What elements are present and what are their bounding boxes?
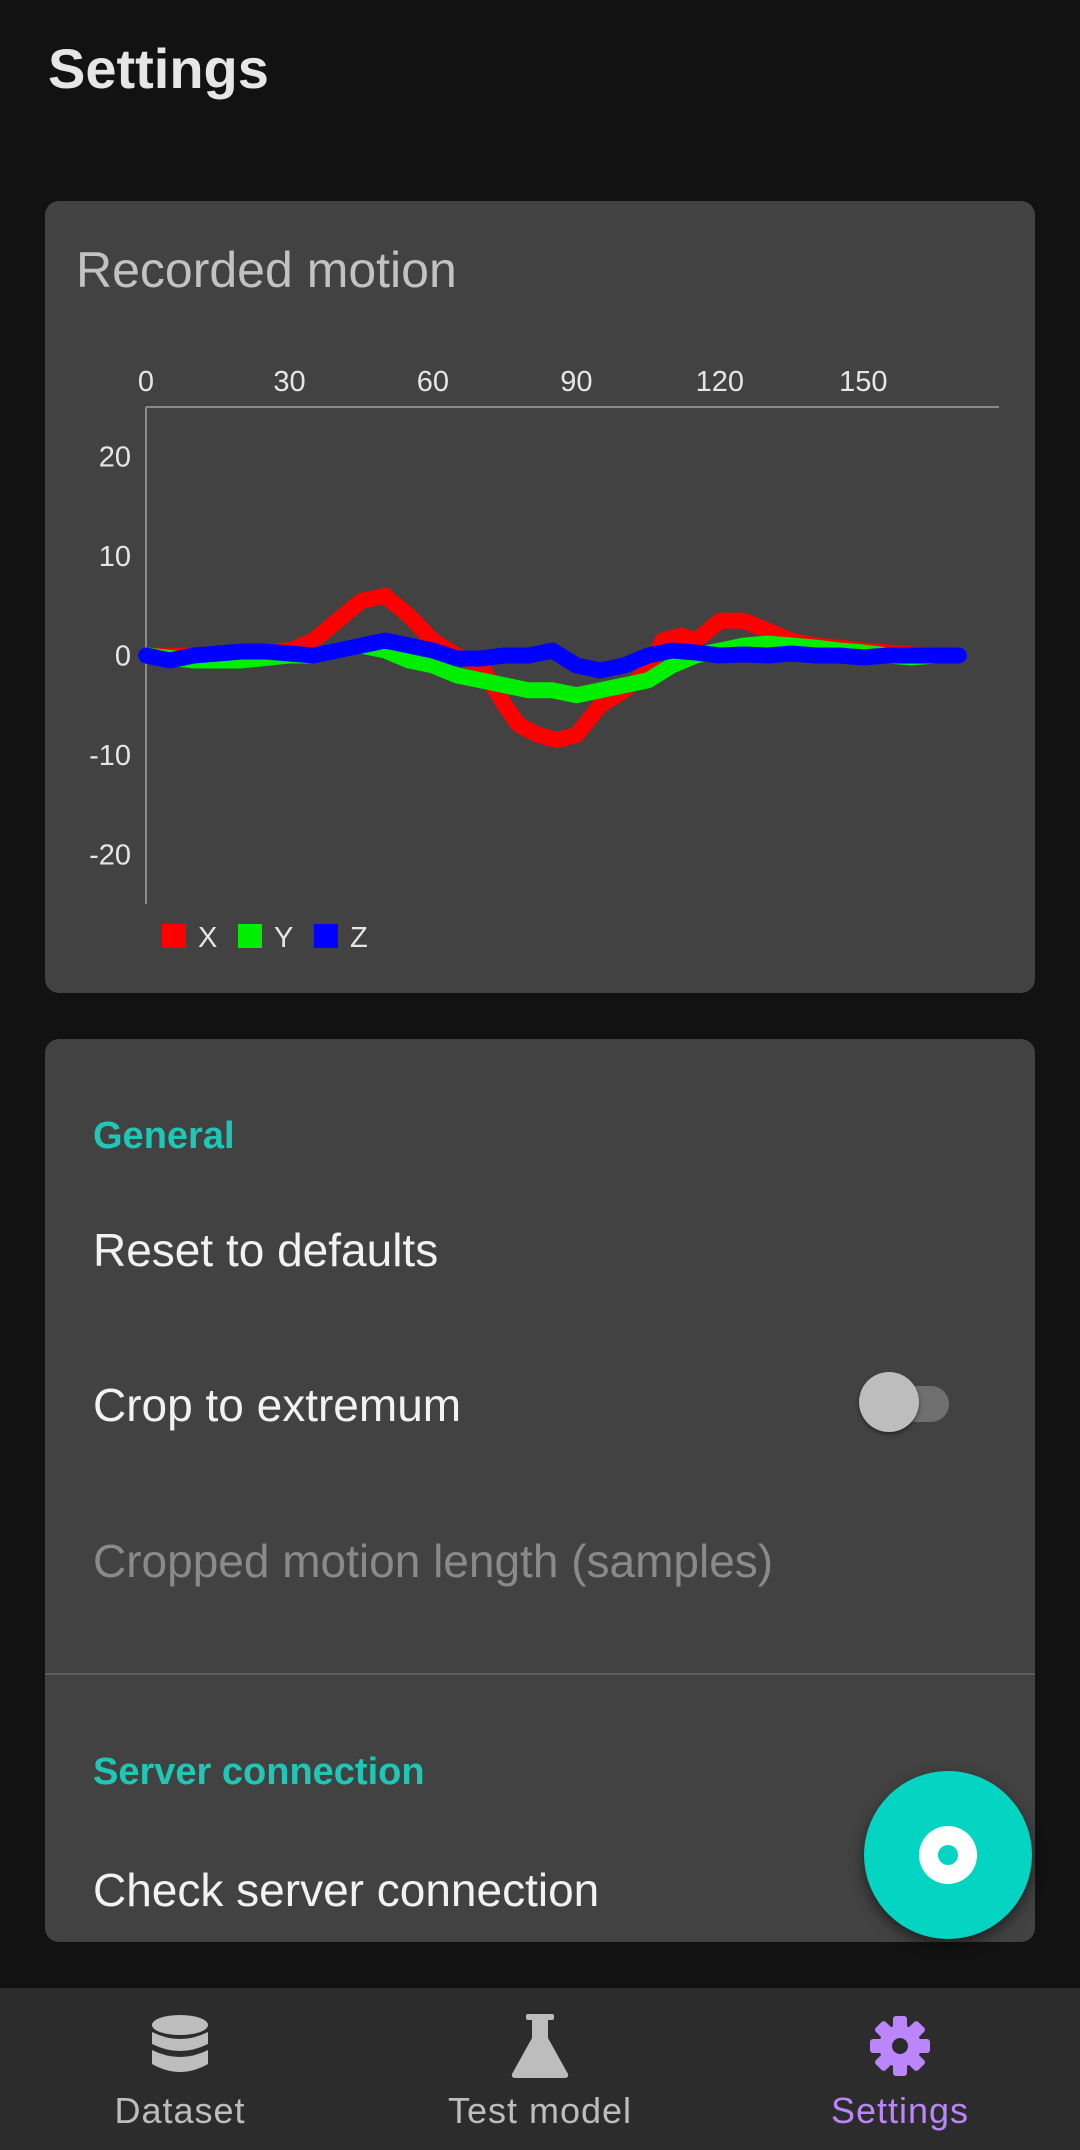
cropped-motion-length-label: Cropped motion length (samples) bbox=[93, 1535, 774, 1587]
gear-icon bbox=[870, 2016, 930, 2076]
check-server-connection-label: Check server connection bbox=[93, 1864, 600, 1916]
database-icon bbox=[152, 2015, 208, 2072]
check-server-connection-row[interactable]: Check server connection bbox=[45, 1819, 1035, 1942]
y-tick-label: 20 bbox=[99, 442, 131, 474]
x-tick-label: 0 bbox=[138, 366, 154, 398]
y-tick-label: 10 bbox=[99, 541, 131, 573]
reset-to-defaults-row[interactable]: Reset to defaults bbox=[45, 1174, 1035, 1324]
x-tick-label: 150 bbox=[839, 366, 887, 398]
flask-icon bbox=[511, 2014, 569, 2078]
nav-item-test-model[interactable]: Test model bbox=[360, 1988, 720, 2150]
chart-title: Recorded motion bbox=[76, 242, 457, 298]
motion-chart: 0 30 60 90 120 150 20 10 0 -10 -20 X Y Z bbox=[89, 366, 999, 954]
nav-item-dataset[interactable]: Dataset bbox=[0, 1988, 360, 2150]
series-line-z bbox=[138, 632, 967, 679]
legend-swatch-x bbox=[162, 924, 186, 948]
legend-swatch-z bbox=[314, 924, 338, 948]
y-tick-label: -20 bbox=[89, 839, 131, 871]
section-divider bbox=[45, 1673, 1035, 1675]
y-tick-label: -10 bbox=[89, 740, 131, 772]
x-tick-label: 60 bbox=[417, 366, 449, 398]
crop-to-extremum-switch[interactable] bbox=[859, 1372, 955, 1432]
legend-label-y: Y bbox=[274, 922, 293, 954]
legend-label-x: X bbox=[198, 922, 217, 954]
legend-label-z: Z bbox=[350, 922, 368, 954]
nav-label-settings: Settings bbox=[830, 2090, 970, 2131]
x-tick-label: 90 bbox=[560, 366, 592, 398]
y-tick-label: 0 bbox=[115, 641, 131, 673]
settings-list: General Reset to defaults Crop to extrem… bbox=[45, 1039, 1035, 1942]
server-connection-section-header: Server connection bbox=[93, 1751, 425, 1793]
switch-thumb bbox=[859, 1372, 919, 1432]
reset-to-defaults-label: Reset to defaults bbox=[93, 1224, 439, 1276]
legend-swatch-y bbox=[238, 924, 262, 948]
record-icon bbox=[919, 1826, 977, 1884]
record-fab[interactable] bbox=[864, 1771, 1032, 1939]
series-line-x bbox=[138, 587, 967, 748]
cropped-motion-length-row[interactable]: Cropped motion length (samples) bbox=[45, 1484, 1035, 1634]
crop-to-extremum-row[interactable]: Crop to extremum bbox=[45, 1324, 1035, 1484]
nav-label-dataset: Dataset bbox=[114, 2090, 246, 2131]
general-section-header: General bbox=[93, 1115, 235, 1157]
recorded-motion-card: Recorded motion 0 30 60 90 120 150 20 10 0 -10 -20… bbox=[45, 201, 1035, 993]
nav-label-test-model: Test model bbox=[447, 2090, 633, 2131]
bottom-navigation: Dataset Test model Settings bbox=[0, 1988, 1080, 2150]
page-title: Settings bbox=[48, 37, 269, 100]
x-tick-label: 120 bbox=[696, 366, 744, 398]
nav-item-settings[interactable]: Settings bbox=[720, 1988, 1080, 2150]
crop-to-extremum-label: Crop to extremum bbox=[93, 1379, 462, 1431]
x-tick-label: 30 bbox=[273, 366, 305, 398]
